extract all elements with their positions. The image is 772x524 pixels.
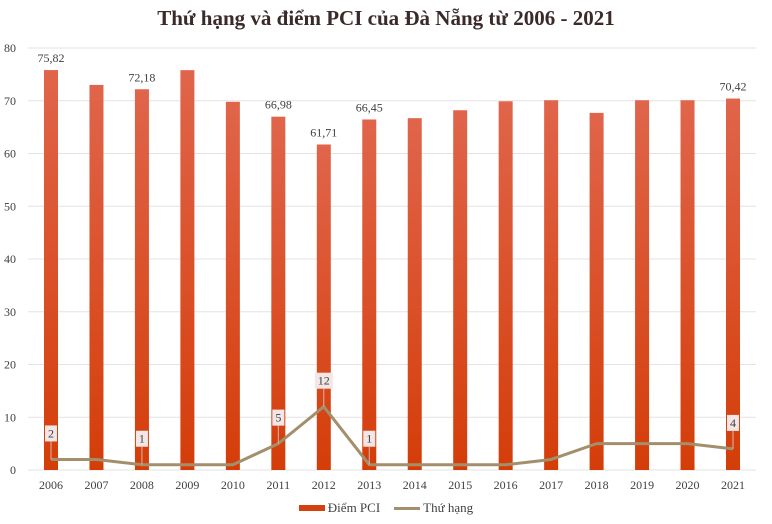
bar — [726, 98, 740, 471]
bar-data-label: 72,18 — [128, 70, 155, 84]
bar-data-labels: 75,82 72,18 66,98 61,71 66,45 70,42 — [38, 51, 747, 139]
bar — [453, 110, 468, 471]
x-tick-label: 2012 — [312, 478, 336, 492]
y-tick-label: 80 — [4, 41, 16, 55]
bar — [498, 101, 513, 470]
legend-item-line: Thứ hạng — [394, 500, 473, 516]
y-axis-ticks: 0 10 20 30 40 50 60 70 80 — [4, 41, 16, 477]
y-tick-label: 50 — [4, 199, 16, 213]
bar — [635, 100, 650, 470]
bar — [362, 119, 377, 470]
legend-item-bar: Điểm PCI — [298, 500, 381, 516]
bar — [271, 116, 286, 471]
x-tick-label: 2016 — [494, 478, 518, 492]
line-data-label-box — [45, 425, 57, 442]
x-tick-label: 2010 — [221, 478, 245, 492]
x-tick-label: 2011 — [267, 478, 291, 492]
line-data-label: 5 — [275, 411, 281, 425]
line-data-label: 12 — [318, 374, 330, 388]
bar — [680, 100, 695, 470]
y-tick-label: 40 — [4, 252, 16, 266]
x-tick-label: 2017 — [539, 478, 563, 492]
chart-title: Thứ hạng và điểm PCI của Đà Nẵng từ 2006… — [157, 6, 615, 30]
line-data-label: 2 — [48, 426, 54, 440]
bar — [407, 118, 422, 470]
line-data-labels: 2 1 5 12 1 4 — [45, 372, 739, 465]
x-tick-label: 2014 — [403, 478, 427, 492]
bar — [134, 89, 149, 471]
x-tick-label: 2015 — [448, 478, 472, 492]
line-data-label-box — [272, 409, 285, 426]
line-swatch-icon — [394, 506, 421, 510]
bar — [89, 84, 104, 471]
rank-line — [51, 405, 734, 467]
x-axis-ticks: 2006 2007 2008 2009 2010 2011 2012 2013 2014 2015… — [39, 478, 745, 492]
bar — [44, 70, 58, 470]
legend-label-line: Thứ hạng — [423, 500, 474, 515]
y-tick-label: 70 — [4, 94, 16, 108]
gridlines — [28, 47, 756, 471]
line-data-label-box — [363, 430, 376, 447]
bar — [316, 144, 331, 471]
y-tick-label: 10 — [4, 410, 16, 424]
x-tick-label: 2008 — [130, 478, 154, 492]
line-data-label-box — [314, 372, 333, 389]
y-tick-label: 60 — [4, 147, 16, 161]
y-tick-label: 0 — [10, 463, 16, 477]
bar-data-label: 75,82 — [38, 51, 65, 65]
bar-data-label: 70,42 — [720, 80, 747, 94]
line-data-label: 4 — [730, 416, 736, 430]
x-tick-label: 2019 — [630, 478, 654, 492]
x-tick-label: 2007 — [84, 478, 108, 492]
bar-data-label: 61,71 — [310, 125, 337, 139]
x-tick-label: 2021 — [721, 478, 745, 492]
x-tick-label: 2018 — [585, 478, 609, 492]
bar — [180, 70, 195, 470]
bar — [589, 112, 604, 470]
line-data-label-box — [727, 414, 739, 431]
y-tick-label: 30 — [4, 305, 16, 319]
bar-data-label: 66,98 — [265, 98, 292, 112]
bar-swatch-icon — [298, 505, 325, 511]
bar-data-label: 66,45 — [356, 100, 383, 114]
line-data-label: 1 — [366, 432, 372, 446]
legend-label-bar: Điểm PCI — [327, 500, 381, 515]
x-tick-label: 2020 — [676, 478, 700, 492]
line-series — [51, 405, 734, 467]
line-data-label: 1 — [139, 432, 145, 446]
legend: Điểm PCI Thứ hạng — [0, 500, 772, 516]
bar-series — [44, 70, 740, 471]
x-tick-label: 2006 — [39, 478, 63, 492]
x-tick-label: 2009 — [175, 478, 199, 492]
y-tick-label: 20 — [4, 358, 16, 372]
x-tick-label: 2013 — [357, 478, 381, 492]
bar — [544, 100, 559, 470]
line-data-label-box — [135, 430, 148, 447]
bar — [225, 101, 240, 471]
